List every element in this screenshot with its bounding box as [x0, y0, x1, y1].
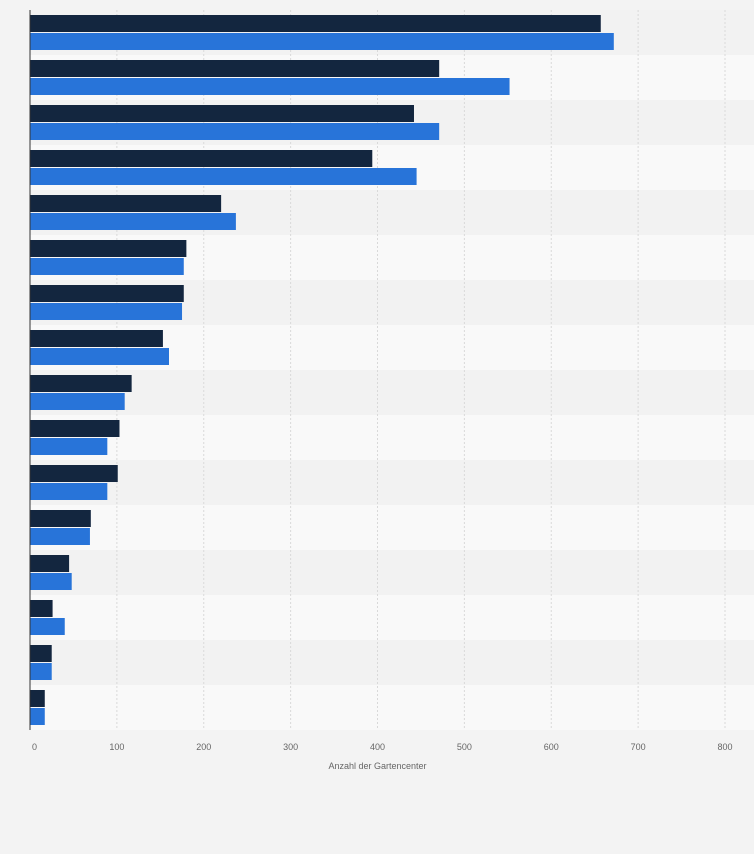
bar-series-2 [30, 303, 183, 320]
row-bands [30, 10, 754, 730]
bar-series-2 [30, 258, 184, 275]
bar-series-2 [30, 573, 72, 590]
bar-series-1 [30, 465, 118, 482]
bar-series-2 [30, 213, 236, 230]
row-band [30, 505, 754, 550]
x-tick-label: 400 [370, 742, 385, 752]
bar-series-1 [30, 105, 414, 122]
row-band [30, 685, 754, 730]
bar-series-1 [30, 690, 45, 707]
bar-series-2 [30, 483, 108, 500]
bar-series-1 [30, 60, 440, 77]
bar-series-1 [30, 600, 53, 617]
bar-series-2 [30, 438, 108, 455]
row-band [30, 595, 754, 640]
x-axis-label: Anzahl der Gartencenter [328, 761, 426, 771]
bars [30, 15, 614, 725]
row-band [30, 415, 754, 460]
bar-series-2 [30, 618, 65, 635]
bar-series-2 [30, 33, 614, 50]
x-tick-labels: 0 100 200 300 400 500 600 700 800 [32, 742, 733, 752]
bar-series-1 [30, 240, 187, 257]
bar-series-1 [30, 15, 601, 32]
bar-series-2 [30, 708, 45, 725]
bar-series-2 [30, 123, 440, 140]
bar-series-2 [30, 348, 169, 365]
bar-series-1 [30, 555, 70, 572]
bar-series-1 [30, 510, 91, 527]
x-tick-label: 600 [544, 742, 559, 752]
x-tick-label: 800 [717, 742, 732, 752]
bar-series-1 [30, 420, 120, 437]
bar-series-2 [30, 528, 90, 545]
x-tick-label: 700 [631, 742, 646, 752]
x-tick-label: 100 [109, 742, 124, 752]
bar-series-2 [30, 168, 417, 185]
bar-series-1 [30, 195, 222, 212]
x-tick-label: 200 [196, 742, 211, 752]
bar-series-2 [30, 78, 510, 95]
bar-series-1 [30, 645, 52, 662]
bar-series-2 [30, 663, 52, 680]
bar-series-1 [30, 375, 132, 392]
row-band [30, 370, 754, 415]
bar-series-2 [30, 393, 125, 410]
bar-series-1 [30, 285, 184, 302]
x-tick-label: 0 [32, 742, 37, 752]
x-tick-label: 500 [457, 742, 472, 752]
row-band [30, 550, 754, 595]
bar-series-1 [30, 330, 163, 347]
x-tick-label: 300 [283, 742, 298, 752]
row-band [30, 460, 754, 505]
row-band [30, 640, 754, 685]
bar-series-1 [30, 150, 373, 167]
